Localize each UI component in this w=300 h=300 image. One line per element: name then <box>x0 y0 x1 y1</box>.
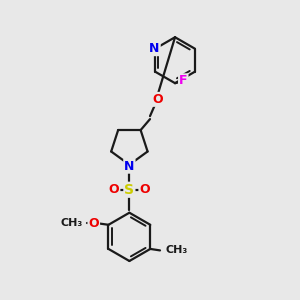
Text: N: N <box>149 42 160 55</box>
Text: S: S <box>124 183 134 197</box>
Text: O: O <box>152 93 163 106</box>
Text: F: F <box>179 74 188 87</box>
Text: N: N <box>124 160 135 173</box>
Text: O: O <box>109 183 119 196</box>
Text: O: O <box>88 217 99 230</box>
Text: O: O <box>140 183 150 196</box>
Text: CH₃: CH₃ <box>166 245 188 255</box>
Text: CH₃: CH₃ <box>60 218 82 228</box>
